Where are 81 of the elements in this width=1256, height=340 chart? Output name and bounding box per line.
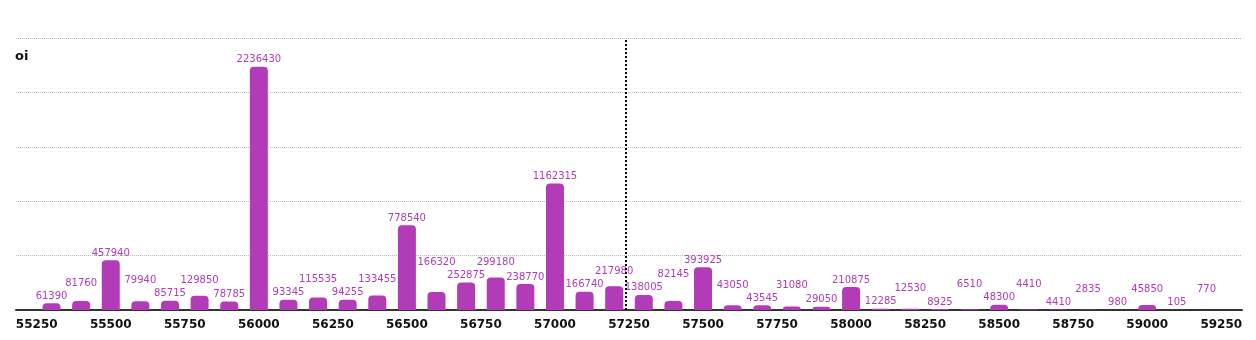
bar	[309, 297, 328, 310]
bar	[220, 301, 239, 310]
data-label: 6510	[956, 278, 983, 290]
x-tick-label: 59250	[1200, 317, 1243, 331]
data-label: 2835	[1075, 283, 1101, 295]
x-tick-label: 55250	[15, 317, 58, 331]
x-tick-label: 55750	[163, 317, 206, 331]
data-label: 79940	[124, 274, 157, 286]
data-label: 217980	[595, 265, 634, 277]
x-tick-label: 59000	[1126, 317, 1169, 331]
bar	[101, 260, 120, 310]
bar	[368, 295, 387, 310]
bar	[575, 291, 594, 310]
data-label: 29050	[805, 293, 838, 305]
data-label: 2236430	[236, 53, 282, 65]
data-label: 43050	[716, 278, 749, 290]
data-label: 133455	[358, 273, 397, 285]
y-axis-title: oi	[15, 48, 29, 63]
x-tick-label: 57750	[756, 317, 798, 331]
x-tick-label: 57250	[608, 317, 650, 331]
data-label: 4410	[1016, 278, 1042, 290]
bar	[190, 295, 209, 310]
data-label: 166320	[417, 255, 456, 267]
bar	[72, 301, 91, 310]
data-label: 43545	[746, 291, 779, 303]
bar	[694, 267, 713, 310]
data-label: 393925	[683, 253, 723, 265]
data-label: 105	[1167, 296, 1187, 308]
bar	[131, 301, 150, 310]
data-label: 12530	[894, 282, 927, 294]
bar	[545, 183, 564, 310]
data-label: 45850	[1131, 283, 1164, 295]
bar	[842, 287, 861, 310]
bar	[427, 291, 446, 310]
data-label: 61390	[35, 289, 68, 301]
data-label: 778540	[387, 211, 426, 223]
data-label: 81760	[65, 276, 98, 288]
data-label: 115535	[298, 273, 338, 285]
data-label: 457940	[91, 246, 130, 258]
bar	[249, 66, 268, 310]
data-label: 138005	[624, 281, 663, 293]
data-label: 94255	[331, 286, 364, 298]
x-tick-label: 58250	[904, 317, 947, 331]
bar	[397, 225, 416, 310]
bar	[457, 282, 476, 310]
data-label: 238770	[506, 270, 545, 282]
data-label: 78785	[213, 287, 246, 299]
data-label: 210875	[832, 273, 871, 285]
x-tick-label: 57500	[682, 317, 724, 331]
x-tick-label: 55500	[89, 317, 132, 331]
data-label: 12285	[864, 295, 897, 307]
data-label: 980	[1108, 296, 1128, 308]
bar	[634, 294, 653, 310]
data-label: 299180	[476, 255, 515, 267]
data-label: 1162315	[532, 170, 578, 182]
data-label: 252875	[447, 268, 486, 280]
bar	[605, 286, 624, 310]
x-tick-label: 58000	[830, 317, 872, 331]
x-tick-label: 56000	[237, 317, 280, 331]
data-label: 85715	[154, 287, 186, 299]
data-label: 4410	[1045, 296, 1072, 308]
bar	[516, 284, 535, 310]
x-tick-label: 56750	[460, 317, 502, 331]
x-tick-label: 56250	[311, 317, 354, 331]
x-tick-label: 57000	[534, 317, 576, 331]
bar	[279, 299, 298, 310]
bar	[160, 300, 179, 310]
data-label: 129850	[180, 274, 219, 286]
x-tick-label: 58750	[1052, 317, 1095, 331]
data-label: 166740	[565, 278, 604, 290]
data-label: 93345	[272, 286, 305, 298]
data-label: 770	[1196, 283, 1217, 295]
x-tick-label: 56500	[386, 317, 428, 331]
bar	[664, 301, 683, 310]
data-label: 48300	[983, 291, 1016, 303]
x-tick-label: 58500	[978, 317, 1021, 331]
bar	[486, 277, 505, 310]
data-label: 31080	[775, 278, 808, 290]
data-label: 8925	[927, 295, 953, 307]
bar	[338, 299, 357, 310]
data-label: 82145	[657, 268, 690, 280]
